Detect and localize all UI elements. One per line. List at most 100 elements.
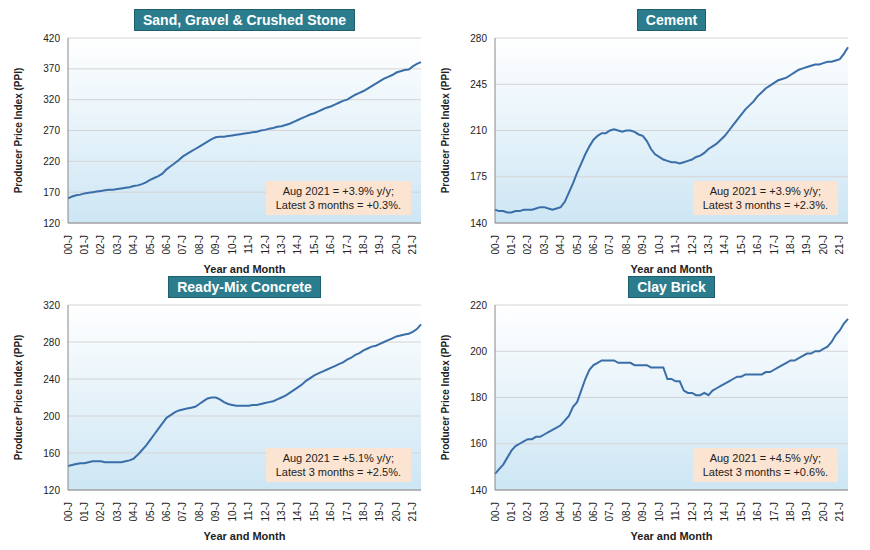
svg-text:20-J: 20-J (391, 502, 402, 521)
svg-text:01-J: 01-J (79, 502, 90, 521)
svg-text:220: 220 (43, 156, 60, 167)
svg-text:05-J: 05-J (572, 235, 583, 254)
svg-text:09-J: 09-J (637, 235, 648, 254)
svg-text:04-J: 04-J (128, 235, 139, 254)
svg-text:10-J: 10-J (227, 502, 238, 521)
svg-text:10-J: 10-J (654, 502, 665, 521)
svg-text:04-J: 04-J (128, 502, 139, 521)
svg-text:15-J: 15-J (736, 235, 747, 254)
svg-text:02-J: 02-J (95, 502, 106, 521)
svg-text:09-J: 09-J (210, 502, 221, 521)
svg-text:280: 280 (43, 337, 60, 348)
svg-text:18-J: 18-J (785, 235, 796, 254)
svg-text:Year and Month: Year and Month (631, 530, 713, 542)
svg-text:20-J: 20-J (391, 235, 402, 254)
svg-text:21-J: 21-J (834, 235, 845, 254)
svg-text:12-J: 12-J (260, 235, 271, 254)
svg-text:07-J: 07-J (604, 235, 615, 254)
svg-text:17-J: 17-J (769, 502, 780, 521)
svg-text:21-J: 21-J (834, 502, 845, 521)
svg-text:Year and Month: Year and Month (204, 530, 286, 542)
svg-text:01-J: 01-J (506, 502, 517, 521)
svg-text:11-J: 11-J (243, 235, 254, 254)
svg-text:21-J: 21-J (407, 235, 418, 254)
svg-text:200: 200 (43, 411, 60, 422)
svg-text:170: 170 (43, 187, 60, 198)
svg-text:19-J: 19-J (374, 502, 385, 521)
svg-text:11-J: 11-J (670, 235, 681, 254)
svg-text:20-J: 20-J (818, 235, 829, 254)
svg-text:19-J: 19-J (801, 502, 812, 521)
svg-text:04-J: 04-J (555, 235, 566, 254)
svg-text:16-J: 16-J (752, 235, 763, 254)
svg-text:320: 320 (43, 94, 60, 105)
svg-text:08-J: 08-J (621, 235, 632, 254)
svg-text:Producer Price Index (PPI): Producer Price Index (PPI) (13, 68, 24, 194)
svg-text:00-J: 00-J (63, 235, 74, 254)
svg-text:06-J: 06-J (588, 502, 599, 521)
svg-text:10-J: 10-J (654, 235, 665, 254)
svg-text:19-J: 19-J (801, 235, 812, 254)
svg-text:08-J: 08-J (194, 235, 205, 254)
svg-text:06-J: 06-J (588, 235, 599, 254)
svg-text:17-J: 17-J (342, 502, 353, 521)
svg-text:220: 220 (470, 300, 487, 311)
svg-text:07-J: 07-J (604, 502, 615, 521)
svg-text:18-J: 18-J (358, 502, 369, 521)
svg-text:120: 120 (43, 485, 60, 496)
svg-text:Year and Month: Year and Month (204, 263, 286, 275)
svg-text:245: 245 (470, 79, 487, 90)
svg-text:160: 160 (43, 448, 60, 459)
svg-text:200: 200 (470, 346, 487, 357)
svg-text:19-J: 19-J (374, 235, 385, 254)
svg-text:20-J: 20-J (818, 502, 829, 521)
svg-text:180: 180 (470, 392, 487, 403)
svg-text:240: 240 (43, 374, 60, 385)
svg-text:07-J: 07-J (177, 502, 188, 521)
svg-text:01-J: 01-J (79, 235, 90, 254)
svg-text:13-J: 13-J (276, 235, 287, 254)
svg-text:04-J: 04-J (555, 502, 566, 521)
svg-text:00-J: 00-J (490, 502, 501, 521)
svg-text:00-J: 00-J (63, 502, 74, 521)
svg-text:120: 120 (43, 218, 60, 229)
svg-text:12-J: 12-J (687, 235, 698, 254)
svg-text:Producer Price Index (PPI): Producer Price Index (PPI) (440, 68, 451, 194)
svg-text:270: 270 (43, 125, 60, 136)
svg-text:16-J: 16-J (325, 235, 336, 254)
svg-text:175: 175 (470, 171, 487, 182)
svg-text:17-J: 17-J (342, 235, 353, 254)
svg-text:11-J: 11-J (670, 502, 681, 521)
svg-text:15-J: 15-J (309, 235, 320, 254)
svg-text:11-J: 11-J (243, 502, 254, 521)
svg-text:280: 280 (470, 33, 487, 44)
svg-text:09-J: 09-J (210, 235, 221, 254)
svg-text:07-J: 07-J (177, 235, 188, 254)
svg-text:16-J: 16-J (752, 502, 763, 521)
svg-text:02-J: 02-J (95, 235, 106, 254)
svg-text:03-J: 03-J (112, 235, 123, 254)
svg-text:14-J: 14-J (719, 235, 730, 254)
svg-text:14-J: 14-J (719, 502, 730, 521)
svg-text:13-J: 13-J (276, 502, 287, 521)
svg-text:09-J: 09-J (637, 502, 648, 521)
svg-text:13-J: 13-J (703, 502, 714, 521)
svg-text:05-J: 05-J (145, 502, 156, 521)
svg-text:06-J: 06-J (161, 502, 172, 521)
svg-text:12-J: 12-J (687, 502, 698, 521)
svg-text:05-J: 05-J (145, 235, 156, 254)
svg-text:00-J: 00-J (490, 235, 501, 254)
svg-text:160: 160 (470, 438, 487, 449)
svg-text:140: 140 (470, 218, 487, 229)
svg-text:Producer Price Index (PPI): Producer Price Index (PPI) (13, 335, 24, 461)
svg-text:08-J: 08-J (621, 502, 632, 521)
svg-text:03-J: 03-J (112, 502, 123, 521)
svg-text:420: 420 (43, 33, 60, 44)
svg-text:18-J: 18-J (358, 235, 369, 254)
svg-text:Producer Price Index (PPI): Producer Price Index (PPI) (440, 335, 451, 461)
svg-text:03-J: 03-J (539, 235, 550, 254)
svg-text:18-J: 18-J (785, 502, 796, 521)
svg-text:06-J: 06-J (161, 235, 172, 254)
svg-text:210: 210 (470, 125, 487, 136)
svg-text:01-J: 01-J (506, 235, 517, 254)
